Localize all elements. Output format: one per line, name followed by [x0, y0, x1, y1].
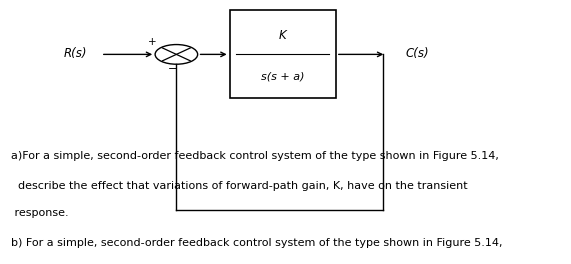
Text: describe the effect that variations of forward-path gain, K, have on the transie: describe the effect that variations of f… [11, 181, 468, 191]
FancyBboxPatch shape [230, 10, 336, 98]
Text: −: − [167, 64, 177, 74]
Text: b) For a simple, second-order feedback control system of the type shown in Figur: b) For a simple, second-order feedback c… [11, 238, 503, 248]
Text: R(s): R(s) [64, 46, 87, 60]
Text: s(s + a): s(s + a) [261, 71, 304, 81]
Text: C(s): C(s) [406, 46, 429, 60]
Text: K: K [279, 29, 287, 41]
Text: +: + [148, 37, 156, 47]
Text: response.: response. [11, 208, 69, 218]
Text: a)For a simple, second-order feedback control system of the type shown in Figure: a)For a simple, second-order feedback co… [11, 151, 499, 161]
